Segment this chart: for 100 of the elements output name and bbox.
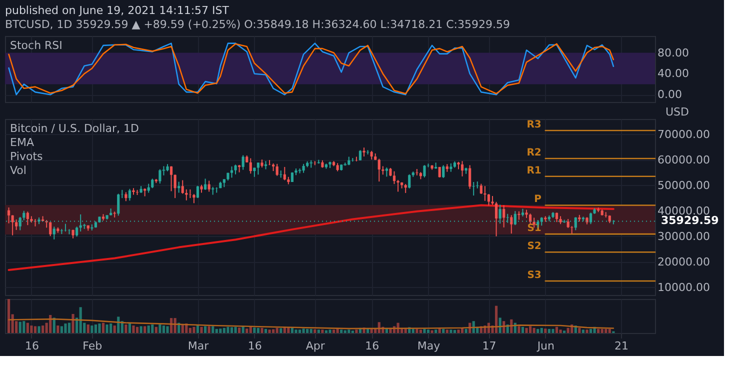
candlestick [468,164,472,190]
x-tick-label: 17 [482,340,496,352]
bar [544,328,547,333]
candlestick [604,212,608,218]
candlestick [528,213,532,225]
bar [328,330,332,333]
bar [419,330,422,333]
candlestick [416,168,418,176]
bar [72,314,74,333]
bar [98,323,101,333]
annotation: Stoch RSI [10,39,62,52]
candlestick [196,185,200,199]
bar [26,322,29,333]
bar [192,326,196,333]
annotation: EMA [10,136,34,149]
candlestick [484,186,486,202]
candlestick [242,154,244,170]
x-tick-label: Feb [82,340,102,352]
bar [450,330,452,333]
series-label: S2 [527,241,542,252]
candlestick [256,162,260,176]
bar [321,330,324,333]
candlestick [60,228,63,235]
chart-subtitle: BTCUSD, 1D 35929.59 ▲ +89.59 (+0.25%) O:35849.18 H:36324.60 L:34718.21 C:35929.59 [5,18,510,31]
bar [366,328,370,333]
candlestick [158,168,162,184]
bar [226,326,230,333]
x-tick-label: Apr [306,340,326,352]
bar [249,326,252,333]
bar [525,328,528,333]
bar [355,330,358,333]
candlestick [170,166,173,192]
candlestick [283,166,286,181]
candlestick [128,188,132,202]
bar [34,326,37,333]
bar [264,328,268,333]
bar [204,326,207,333]
series-label: R3 [526,119,542,130]
bar [56,326,60,333]
candlestick [396,179,400,192]
candlestick [378,158,380,182]
bar [136,326,139,333]
bar [215,328,218,333]
bar [532,328,536,333]
candlestick [276,163,278,176]
bar [332,330,336,333]
candlestick [249,158,252,174]
bar [578,328,581,333]
bar [256,328,260,333]
candlestick [502,204,506,228]
candlestick [392,170,396,185]
bar [230,327,234,333]
bar [188,328,192,333]
bar [200,326,203,333]
candlestick [570,226,574,234]
bar [52,318,56,333]
bar [464,328,468,333]
bar [253,328,256,333]
bar [124,324,128,333]
bar [555,326,558,333]
bar [222,328,226,333]
bar [521,326,524,333]
bar [132,326,135,333]
bar [60,326,63,333]
x-tick-label: 16 [365,340,380,352]
bar [208,326,210,333]
bar [589,328,592,333]
bar [604,328,608,333]
y-tick-label: 0.00 [658,88,682,102]
candlestick [178,181,180,194]
candlestick [49,222,52,237]
series-label: R2 [526,148,542,159]
bar [600,328,604,333]
bar [426,330,430,333]
series-label: P [534,194,542,206]
chart-title: published on June 19, 2021 14:11:57 IST [5,4,230,17]
bar [38,326,40,333]
y-tick-label: 30000.00 [658,230,710,243]
bar [306,328,309,333]
bar [540,328,543,333]
candlestick [52,226,56,240]
bar [94,324,97,333]
candlestick [510,214,513,234]
bar [181,324,184,333]
candlestick [280,170,282,178]
candlestick [208,180,210,192]
bar [7,299,10,333]
candlestick [76,226,78,238]
y-tick-label: 50000.00 [658,178,710,192]
bar [272,329,275,333]
y-tick-label: 20000.00 [658,255,710,268]
bar [246,328,248,333]
bar [90,326,94,333]
bar [113,326,116,333]
bar [212,326,214,333]
bar [302,328,305,333]
candlestick [442,164,445,178]
bar [548,328,550,333]
candlestick [15,219,18,230]
bar [18,322,22,333]
